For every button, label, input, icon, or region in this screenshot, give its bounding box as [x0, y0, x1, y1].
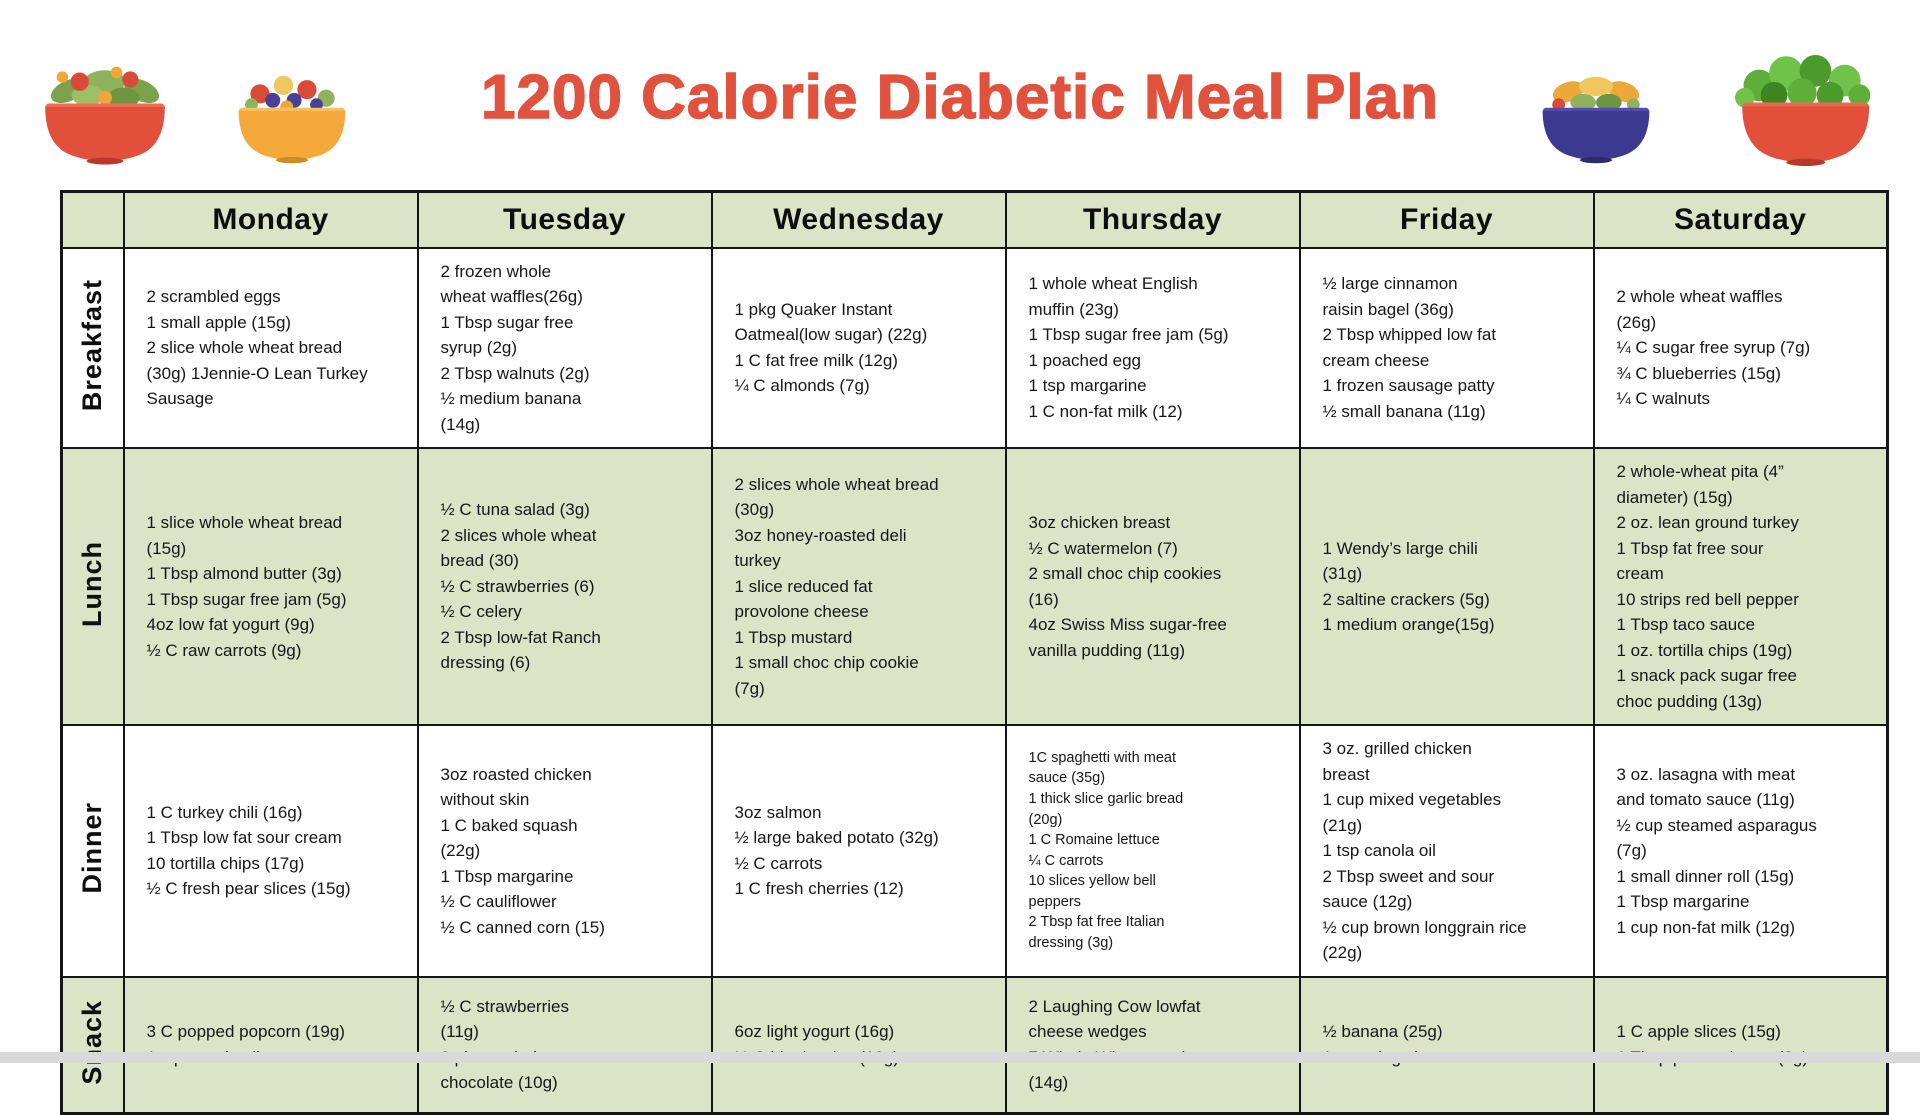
meal-cell-lunch-thursday: 3oz chicken breast ½ C watermelon (7) 2 … [1004, 447, 1301, 726]
row-label-snack: Snack [60, 975, 125, 1115]
page-title: 1200 Calorie Diabetic Meal Plan [480, 62, 1439, 133]
day-header-wednesday: Wednesday [710, 190, 1007, 249]
row-label-dinner: Dinner [60, 724, 125, 978]
row-label-breakfast: Breakfast [60, 246, 125, 449]
meal-cell-dinner-thursday: 1C spaghetti with meat sauce (35g) 1 thi… [1004, 724, 1301, 978]
meal-cell-breakfast-wednesday: 1 pkg Quaker Instant Oatmeal(low sugar) … [710, 246, 1007, 449]
day-header-tuesday: Tuesday [416, 190, 713, 249]
meal-cell-dinner-wednesday: 3oz salmon ½ large baked potato (32g) ½ … [710, 724, 1007, 978]
meal-cell-dinner-friday: 3 oz. grilled chicken breast 1 cup mixed… [1298, 724, 1595, 978]
lunch-row: Lunch 1 slice whole wheat bread (15g) 1 … [60, 447, 1889, 726]
row-label-lunch: Lunch [60, 447, 125, 726]
day-header-saturday: Saturday [1592, 190, 1889, 249]
fruit-bowl-orange-icon [238, 75, 346, 164]
meal-cell-lunch-saturday: 2 whole-wheat pita (4” diameter) (15g) 2… [1592, 447, 1889, 726]
meal-cell-dinner-saturday: 3 oz. lasagna with meat and tomato sauce… [1592, 724, 1889, 978]
meal-plan-table: Monday Tuesday Wednesday Thursday Friday… [60, 190, 1889, 1115]
meal-cell-breakfast-tuesday: 2 frozen whole wheat waffles(26g) 1 Tbsp… [416, 246, 713, 449]
day-header-friday: Friday [1298, 190, 1595, 249]
meal-cell-snack-tuesday: ½ C strawberries (11g) 2 pieces dark cho… [416, 975, 713, 1115]
meal-cell-breakfast-friday: ½ large cinnamon raisin bagel (36g) 2 Tb… [1298, 246, 1595, 449]
day-header-thursday: Thursday [1004, 190, 1301, 249]
salad-bowl-red-icon [45, 66, 165, 165]
bottom-divider [0, 1052, 1920, 1063]
meal-cell-lunch-monday: 1 slice whole wheat bread (15g) 1 Tbsp a… [122, 447, 419, 726]
meal-cell-dinner-monday: 1 C turkey chili (16g) 1 Tbsp low fat so… [122, 724, 419, 978]
breakfast-row: Breakfast 2 scrambled eggs 1 small apple… [60, 246, 1889, 449]
meal-cell-snack-saturday: 1 C apple slices (15g) 1 Tbsp peanut but… [1592, 975, 1889, 1115]
day-header-monday: Monday [122, 190, 419, 249]
snack-row: Snack 3 C popped popcorn (19g) 1 tsp can… [60, 975, 1889, 1115]
meal-cell-breakfast-monday: 2 scrambled eggs 1 small apple (15g) 2 s… [122, 246, 419, 449]
meal-cell-snack-wednesday: 6oz light yogurt (16g) ½ C blueberries (… [710, 975, 1007, 1115]
corner-cell [60, 190, 125, 249]
meal-cell-lunch-wednesday: 2 slices whole wheat bread (30g) 3oz hon… [710, 447, 1007, 726]
meal-cell-lunch-friday: 1 Wendy’s large chili (31g) 2 saltine cr… [1298, 447, 1595, 726]
dinner-row: Dinner 1 C turkey chili (16g) 1 Tbsp low… [60, 724, 1889, 978]
meal-cell-snack-thursday: 2 Laughing Cow lowfat cheese wedges 7 Wh… [1004, 975, 1301, 1115]
meal-cell-snack-monday: 3 C popped popcorn (19g) 1 tsp canola oi… [122, 975, 419, 1115]
meal-cell-snack-friday: ½ banana (25g) 1 oz string cheese [1298, 975, 1595, 1115]
fruit-bowl-blue-icon [1542, 76, 1650, 164]
broccoli-bowl-red-icon [1734, 54, 1871, 166]
meal-cell-breakfast-saturday: 2 whole wheat waffles (26g) ¼ C sugar fr… [1592, 246, 1889, 449]
meal-cell-lunch-tuesday: ½ C tuna salad (3g) 2 slices whole wheat… [416, 447, 713, 726]
meal-cell-breakfast-thursday: 1 whole wheat English muffin (23g) 1 Tbs… [1004, 246, 1301, 449]
day-header-row: Monday Tuesday Wednesday Thursday Friday… [60, 190, 1889, 249]
meal-cell-dinner-tuesday: 3oz roasted chicken without skin 1 C bak… [416, 724, 713, 978]
